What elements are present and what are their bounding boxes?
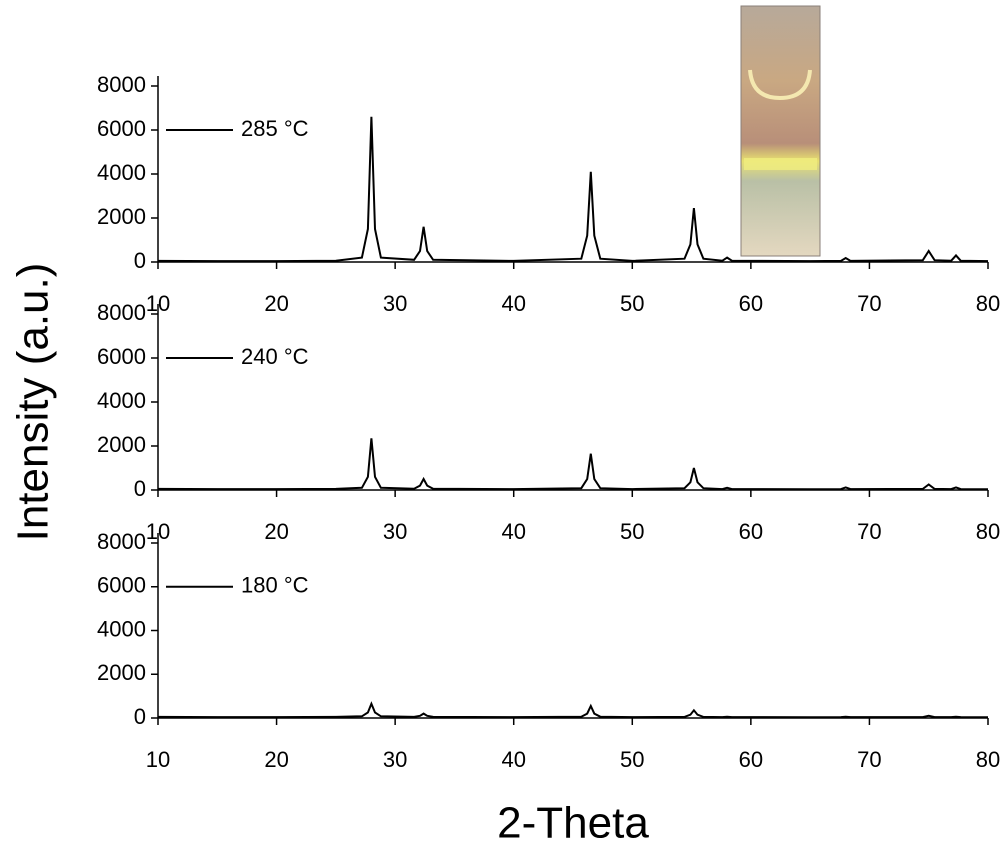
x-tick-label: 20 — [264, 519, 288, 544]
y-tick-label: 6000 — [97, 116, 146, 141]
x-tick-label: 40 — [501, 291, 525, 316]
legend-label: 240 °C — [241, 344, 309, 369]
y-tick-label: 8000 — [97, 72, 146, 97]
x-tick-label: 30 — [383, 747, 407, 772]
y-tick-label: 4000 — [97, 160, 146, 185]
x-axis-title: 2-Theta — [497, 799, 649, 848]
x-tick-label: 80 — [976, 291, 1000, 316]
y-axis-title: Intensity (a.u.) — [9, 263, 58, 542]
y-tick-label: 6000 — [97, 573, 146, 598]
y-tick-label: 0 — [134, 704, 146, 729]
data-line — [157, 116, 989, 263]
y-tick-label: 4000 — [97, 388, 146, 413]
y-tick-label: 8000 — [97, 300, 146, 325]
x-tick-label: 60 — [739, 519, 763, 544]
x-tick-label: 70 — [857, 747, 881, 772]
data-line — [157, 438, 989, 491]
y-tick-label: 0 — [134, 476, 146, 501]
x-tick-label: 50 — [620, 291, 644, 316]
x-tick-label: 20 — [264, 747, 288, 772]
inset-photo — [740, 5, 821, 257]
y-tick-label: 2000 — [97, 432, 146, 457]
legend-label: 285 °C — [241, 116, 309, 141]
x-tick-label: 70 — [857, 291, 881, 316]
x-tick-label: 40 — [501, 519, 525, 544]
x-tick-label: 30 — [383, 291, 407, 316]
y-tick-label: 2000 — [97, 204, 146, 229]
x-tick-label: 30 — [383, 519, 407, 544]
x-tick-label: 80 — [976, 519, 1000, 544]
data-line — [157, 701, 989, 719]
legend-label: 180 °C — [241, 573, 309, 598]
x-tick-label: 60 — [739, 747, 763, 772]
x-tick-label: 20 — [264, 291, 288, 316]
y-tick-label: 6000 — [97, 344, 146, 369]
x-tick-label: 70 — [857, 519, 881, 544]
y-tick-label: 2000 — [97, 660, 146, 685]
x-tick-label: 60 — [739, 291, 763, 316]
x-tick-label: 50 — [620, 747, 644, 772]
y-tick-label: 0 — [134, 248, 146, 273]
x-tick-label: 50 — [620, 519, 644, 544]
y-tick-label: 8000 — [97, 529, 146, 554]
x-tick-label: 40 — [501, 747, 525, 772]
x-tick-label: 80 — [976, 747, 1000, 772]
x-tick-label: 10 — [146, 747, 170, 772]
y-tick-label: 4000 — [97, 616, 146, 641]
